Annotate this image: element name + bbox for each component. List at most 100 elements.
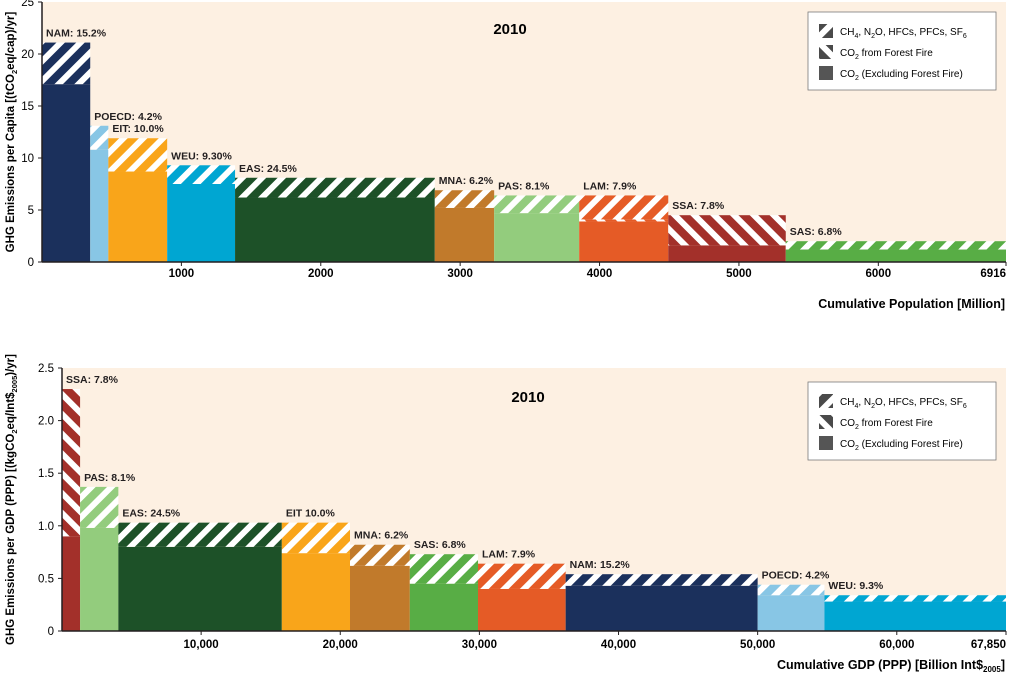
bar-segment-other-gases	[108, 138, 168, 172]
bar-label: NAM: 15.2%	[570, 559, 631, 571]
legend: CH4, N2O, HFCs, PFCs, SF6 CO2 from Forest…	[807, 11, 997, 91]
bar-segment-other-gases	[235, 177, 435, 198]
bar-weu: WEU: 9.3%	[824, 580, 1006, 631]
legend-entry: CH4, N2O, HFCs, PFCs, SF6	[840, 397, 967, 410]
bar-sas: SAS: 6.8%	[785, 226, 1006, 262]
legend-swatch	[819, 45, 833, 59]
y-tick-label: 5	[28, 205, 34, 217]
bar-segment-co2	[62, 536, 81, 631]
bar-segment-co2	[281, 553, 350, 631]
bar-segment-other-gases	[350, 544, 410, 566]
legend-box	[807, 381, 997, 461]
bar-sas: SAS: 6.8%	[409, 539, 478, 631]
bar-segment-forest-fire	[62, 389, 81, 537]
bar-label: LAM: 7.9%	[583, 180, 637, 192]
bar-label: EIT: 10.0%	[112, 123, 164, 135]
bar-label: SSA: 7.8%	[66, 374, 119, 386]
legend-entry: CH4, N2O, HFCs, PFCs, SF6	[840, 27, 967, 40]
bar-eit: EIT 10.0%	[281, 508, 350, 631]
bar-segment-forest-fire	[579, 219, 669, 222]
y-tick-label: 1.0	[38, 521, 54, 533]
legend-swatch	[819, 415, 833, 429]
x-tick-label: 67,850	[971, 639, 1006, 651]
x-tick-label: 40,000	[601, 639, 636, 651]
legend-entry: CO2 from Forest Fire	[840, 418, 933, 431]
bar-pas: PAS: 8.1%	[494, 180, 580, 262]
bar-segment-other-gases	[90, 125, 109, 150]
y-tick-label: 0.5	[38, 573, 54, 585]
bar-segment-co2	[565, 585, 758, 631]
bar-segment-co2	[90, 149, 109, 262]
bar-eas: EAS: 24.5%	[118, 508, 282, 631]
x-tick-label: 5000	[726, 268, 752, 280]
x-axis-label: Cumulative Population [Million]	[818, 297, 1005, 311]
bar-eit: EIT: 10.0%	[108, 123, 168, 262]
bar-segment-other-gases	[281, 522, 350, 554]
bar-segment-other-gases	[579, 195, 669, 220]
bar-label: PAS: 8.1%	[498, 180, 550, 192]
bar-label: WEU: 9.3%	[828, 580, 884, 592]
y-tick-label: 2.5	[38, 363, 54, 375]
bar-weu: WEU: 9.30%	[167, 150, 236, 262]
bar-label: POECD: 4.2%	[94, 111, 162, 123]
legend-entry: CO2 (Excluding Forest Fire)	[840, 439, 963, 452]
chart-title: 2010	[511, 389, 544, 406]
bar-lam: LAM: 7.9%	[579, 180, 669, 262]
bar-segment-co2	[824, 601, 1006, 631]
bar-segment-other-gases	[494, 195, 580, 214]
x-tick-label: 60,000	[879, 639, 914, 651]
bar-segment-co2	[478, 588, 566, 631]
y-tick-label: 1.5	[38, 468, 54, 480]
bar-segment-co2	[42, 84, 91, 262]
bar-ssa: SSA: 7.8%	[668, 200, 786, 262]
chart-2: 2010 SSA: 7.8% PAS: 8.1% EAS: 24.5% EIT 10.0…	[5, 354, 1007, 674]
bar-segment-other-gases	[565, 574, 758, 586]
y-tick-label: 2.0	[38, 416, 54, 428]
bar-segment-other-gases	[785, 241, 1006, 250]
bar-segment-co2	[80, 527, 119, 631]
bar-segment-other-gases	[478, 563, 566, 589]
bar-segment-other-gases	[80, 486, 119, 528]
bar-segment-co2	[757, 595, 825, 631]
bar-pas: PAS: 8.1%	[80, 472, 136, 631]
x-tick-label: 6000	[866, 268, 892, 280]
x-tick-label: 6916	[980, 268, 1006, 280]
chart-1: 2010 NAM: 15.2% POECD: 4.2%EIT: 10.0% WEU: …	[5, 0, 1007, 311]
bar-label: EAS: 24.5%	[122, 508, 180, 520]
bar-label: MNA: 6.2%	[439, 175, 494, 187]
bar-label: PAS: 8.1%	[84, 472, 136, 484]
bar-segment-other-gases	[118, 522, 282, 547]
bar-segment-co2	[350, 565, 410, 631]
bar-ssa: SSA: 7.8%	[62, 374, 119, 631]
chart-title: 2010	[493, 21, 526, 38]
legend-swatch	[819, 24, 833, 38]
bar-segment-other-gases	[42, 42, 91, 85]
bar-segment-other-gases	[434, 190, 495, 208]
bar-mna: MNA: 6.2%	[350, 530, 410, 631]
y-tick-label: 15	[21, 101, 34, 113]
y-tick-label: 0	[48, 626, 54, 638]
x-tick-label: 10,000	[184, 639, 219, 651]
bar-label: SSA: 7.8%	[672, 200, 725, 212]
bar-lam: LAM: 7.9%	[478, 549, 566, 631]
y-axis-label: GHG Emissions per GDP (PPP) [(kgCO2eq/In…	[5, 354, 19, 645]
bar-nam: NAM: 15.2%	[565, 559, 758, 631]
y-tick-label: 20	[21, 49, 34, 61]
y-tick-label: 0	[28, 257, 34, 269]
legend-swatch	[819, 394, 833, 408]
legend-entry: CO2 from Forest Fire	[840, 48, 933, 61]
bar-label: EAS: 24.5%	[239, 163, 297, 175]
bar-segment-co2	[494, 213, 580, 262]
bar-poecd: POECD: 4.2%	[90, 111, 163, 262]
bar-label: WEU: 9.30%	[171, 150, 232, 162]
x-tick-label: 3000	[447, 268, 473, 280]
legend-swatch	[819, 436, 833, 450]
bar-label: EIT 10.0%	[286, 508, 336, 520]
bar-segment-co2	[579, 221, 669, 262]
bar-label: NAM: 15.2%	[46, 28, 107, 40]
bar-segment-co2	[409, 583, 478, 631]
bar-segment-other-gases	[409, 554, 478, 584]
x-tick-label: 30,000	[462, 639, 497, 651]
x-tick-label: 1000	[169, 268, 195, 280]
